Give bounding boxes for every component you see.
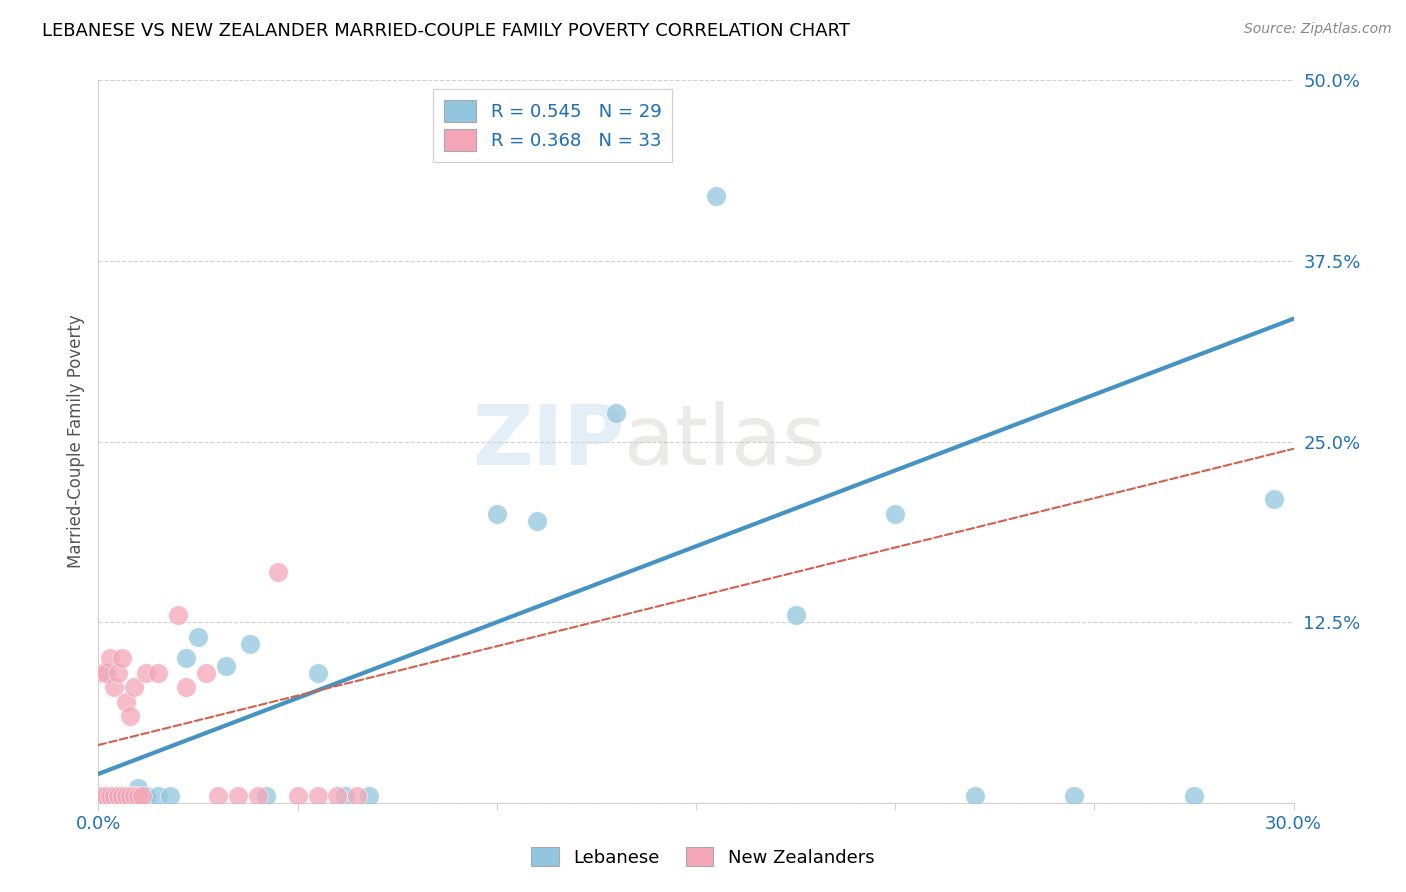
Point	[107, 665, 129, 680]
Point	[120, 789, 142, 803]
Point	[111, 651, 134, 665]
Point	[98, 651, 122, 665]
Point	[195, 665, 218, 680]
Point	[131, 789, 153, 803]
Point	[267, 565, 290, 579]
Point	[120, 709, 142, 723]
Point	[526, 514, 548, 528]
Point	[239, 637, 262, 651]
Point	[107, 789, 129, 803]
Point	[167, 607, 190, 622]
Point	[174, 680, 197, 694]
Point	[254, 789, 277, 803]
Point	[124, 680, 146, 694]
Text: ZIP: ZIP	[472, 401, 624, 482]
Point	[96, 665, 118, 680]
Point	[91, 789, 114, 803]
Point	[127, 781, 149, 796]
Point	[335, 789, 357, 803]
Point	[91, 789, 114, 803]
Point	[785, 607, 807, 622]
Point	[91, 665, 114, 680]
Point	[107, 789, 129, 803]
Point	[307, 789, 329, 803]
Point	[359, 789, 381, 803]
Point	[98, 789, 122, 803]
Point	[963, 789, 986, 803]
Point	[103, 789, 125, 803]
Point	[115, 789, 138, 803]
Point	[226, 789, 249, 803]
Point	[135, 665, 157, 680]
Y-axis label: Married-Couple Family Poverty: Married-Couple Family Poverty	[66, 315, 84, 568]
Point	[1063, 789, 1085, 803]
Point	[485, 507, 508, 521]
Point	[135, 789, 157, 803]
Legend: Lebanese, New Zealanders: Lebanese, New Zealanders	[524, 840, 882, 874]
Text: LEBANESE VS NEW ZEALANDER MARRIED-COUPLE FAMILY POVERTY CORRELATION CHART: LEBANESE VS NEW ZEALANDER MARRIED-COUPLE…	[42, 22, 851, 40]
Point	[187, 630, 209, 644]
Point	[246, 789, 269, 803]
Point	[120, 789, 142, 803]
Point	[148, 789, 170, 803]
Point	[1263, 492, 1285, 507]
Point	[103, 680, 125, 694]
Point	[124, 789, 146, 803]
Point	[148, 665, 170, 680]
Point	[98, 789, 122, 803]
Point	[326, 789, 349, 803]
Point	[115, 695, 138, 709]
Point	[96, 789, 118, 803]
Point	[346, 789, 368, 803]
Point	[307, 665, 329, 680]
Point	[884, 507, 907, 521]
Point	[111, 789, 134, 803]
Point	[704, 189, 727, 203]
Point	[115, 789, 138, 803]
Point	[127, 789, 149, 803]
Point	[96, 789, 118, 803]
Point	[215, 658, 238, 673]
Text: atlas: atlas	[624, 401, 825, 482]
Point	[159, 789, 181, 803]
Point	[1182, 789, 1205, 803]
Point	[287, 789, 309, 803]
Point	[605, 406, 627, 420]
Point	[207, 789, 229, 803]
Point	[174, 651, 197, 665]
Text: Source: ZipAtlas.com: Source: ZipAtlas.com	[1244, 22, 1392, 37]
Legend: R = 0.545   N = 29, R = 0.368   N = 33: R = 0.545 N = 29, R = 0.368 N = 33	[433, 89, 672, 162]
Point	[111, 789, 134, 803]
